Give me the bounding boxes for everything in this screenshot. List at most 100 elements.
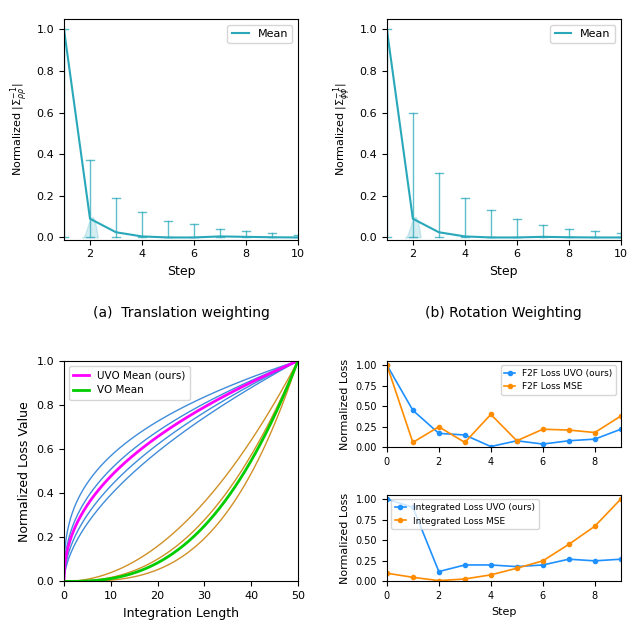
F2F Loss MSE — [487, 411, 495, 418]
Integrated Loss UVO (ours) — [487, 561, 495, 569]
Integrated Loss UVO (ours) — [435, 568, 443, 575]
F2F Loss MSE — [461, 439, 468, 446]
Mean — [86, 215, 94, 222]
Y-axis label: Normalized Loss: Normalized Loss — [340, 358, 350, 450]
Line: UVO Mean (ours): UVO Mean (ours) — [64, 361, 298, 581]
Integrated Loss UVO (ours) — [461, 561, 468, 569]
UVO Mean (ours) — [172, 421, 179, 428]
Line: Mean: Mean — [387, 29, 621, 238]
Integrated Loss UVO (ours) — [539, 561, 547, 569]
UVO Mean (ours) — [200, 404, 207, 411]
F2F Loss UVO (ours) — [435, 430, 443, 437]
VO Mean — [200, 523, 207, 531]
Mean — [190, 234, 198, 241]
Integrated Loss MSE — [539, 557, 547, 564]
Line: F2F Loss UVO (ours): F2F Loss UVO (ours) — [385, 363, 623, 449]
Line: Integrated Loss UVO (ours): Integrated Loss UVO (ours) — [385, 497, 623, 574]
F2F Loss UVO (ours) — [409, 406, 417, 414]
UVO Mean (ours) — [252, 376, 260, 384]
Mean — [164, 234, 172, 241]
Line: Mean: Mean — [64, 29, 298, 238]
X-axis label: Step: Step — [490, 265, 518, 278]
Integrated Loss MSE — [461, 575, 468, 583]
F2F Loss UVO (ours) — [487, 443, 495, 451]
Mean — [268, 233, 276, 241]
Line: Integrated Loss MSE: Integrated Loss MSE — [385, 497, 623, 583]
Integrated Loss MSE — [617, 495, 625, 503]
Integrated Loss MSE — [565, 540, 573, 548]
Legend: UVO Mean (ours), VO Mean: UVO Mean (ours), VO Mean — [69, 366, 190, 399]
Text: (b) Rotation Weighting: (b) Rotation Weighting — [426, 306, 582, 320]
F2F Loss MSE — [539, 425, 547, 433]
VO Mean — [187, 536, 195, 544]
Integrated Loss MSE — [591, 523, 598, 530]
F2F Loss MSE — [435, 423, 443, 430]
Integrated Loss UVO (ours) — [513, 563, 521, 571]
Mean — [513, 234, 521, 241]
VO Mean — [173, 547, 180, 555]
Line: F2F Loss MSE: F2F Loss MSE — [385, 363, 623, 444]
Mean — [60, 25, 68, 33]
Mean — [383, 25, 390, 33]
Y-axis label: Normalized Loss: Normalized Loss — [340, 492, 350, 584]
F2F Loss UVO (ours) — [591, 435, 598, 443]
UVO Mean (ours) — [294, 357, 302, 365]
Mean — [216, 233, 224, 240]
Mean — [409, 215, 417, 222]
F2F Loss UVO (ours) — [513, 437, 521, 444]
Y-axis label: Normalized Loss Value: Normalized Loss Value — [18, 401, 31, 542]
Mean — [294, 234, 302, 241]
Mean — [617, 234, 625, 241]
UVO Mean (ours) — [187, 411, 195, 419]
F2F Loss MSE — [565, 426, 573, 434]
VO Mean — [289, 371, 296, 379]
Integrated Loss UVO (ours) — [591, 557, 598, 564]
F2F Loss UVO (ours) — [461, 431, 468, 439]
Integrated Loss UVO (ours) — [565, 556, 573, 563]
Integrated Loss UVO (ours) — [617, 556, 625, 563]
Legend: Mean: Mean — [550, 25, 615, 44]
Integrated Loss MSE — [409, 573, 417, 581]
Integrated Loss UVO (ours) — [409, 504, 417, 511]
F2F Loss MSE — [513, 437, 521, 444]
Integrated Loss MSE — [383, 569, 390, 577]
Legend: Mean: Mean — [227, 25, 292, 44]
X-axis label: Step: Step — [491, 607, 516, 617]
VO Mean — [252, 449, 260, 456]
Mean — [461, 233, 468, 240]
Y-axis label: Normalized $|\Sigma_{\phi\phi}^{-1}|$: Normalized $|\Sigma_{\phi\phi}^{-1}|$ — [332, 82, 354, 176]
F2F Loss MSE — [409, 439, 417, 446]
VO Mean — [294, 357, 302, 365]
F2F Loss UVO (ours) — [539, 441, 547, 448]
Legend: F2F Loss UVO (ours), F2F Loss MSE: F2F Loss UVO (ours), F2F Loss MSE — [500, 365, 616, 395]
Mean — [112, 228, 120, 236]
UVO Mean (ours) — [60, 578, 68, 585]
UVO Mean (ours) — [173, 420, 180, 428]
X-axis label: Integration Length: Integration Length — [123, 607, 239, 620]
Integrated Loss MSE — [487, 571, 495, 579]
Integrated Loss UVO (ours) — [383, 495, 390, 503]
VO Mean — [60, 578, 68, 585]
Mean — [565, 233, 573, 241]
F2F Loss MSE — [383, 361, 390, 368]
Mean — [138, 233, 146, 240]
Text: (a)  Translation weighting: (a) Translation weighting — [93, 306, 269, 320]
F2F Loss UVO (ours) — [565, 437, 573, 444]
Integrated Loss MSE — [435, 577, 443, 585]
Mean — [435, 228, 443, 236]
UVO Mean (ours) — [289, 360, 296, 367]
Y-axis label: Normalized $|\Sigma_{\rho\rho}^{-1}|$: Normalized $|\Sigma_{\rho\rho}^{-1}|$ — [9, 82, 31, 176]
Line: VO Mean: VO Mean — [64, 361, 298, 581]
F2F Loss UVO (ours) — [617, 425, 625, 433]
F2F Loss MSE — [617, 412, 625, 420]
F2F Loss MSE — [591, 428, 598, 436]
Legend: Integrated Loss UVO (ours), Integrated Loss MSE: Integrated Loss UVO (ours), Integrated L… — [392, 499, 539, 529]
X-axis label: Step: Step — [167, 265, 195, 278]
F2F Loss UVO (ours) — [383, 361, 390, 368]
Mean — [487, 234, 495, 241]
Mean — [591, 234, 598, 241]
Mean — [242, 233, 250, 241]
VO Mean — [172, 548, 179, 556]
Integrated Loss MSE — [513, 564, 521, 572]
Mean — [539, 233, 547, 241]
